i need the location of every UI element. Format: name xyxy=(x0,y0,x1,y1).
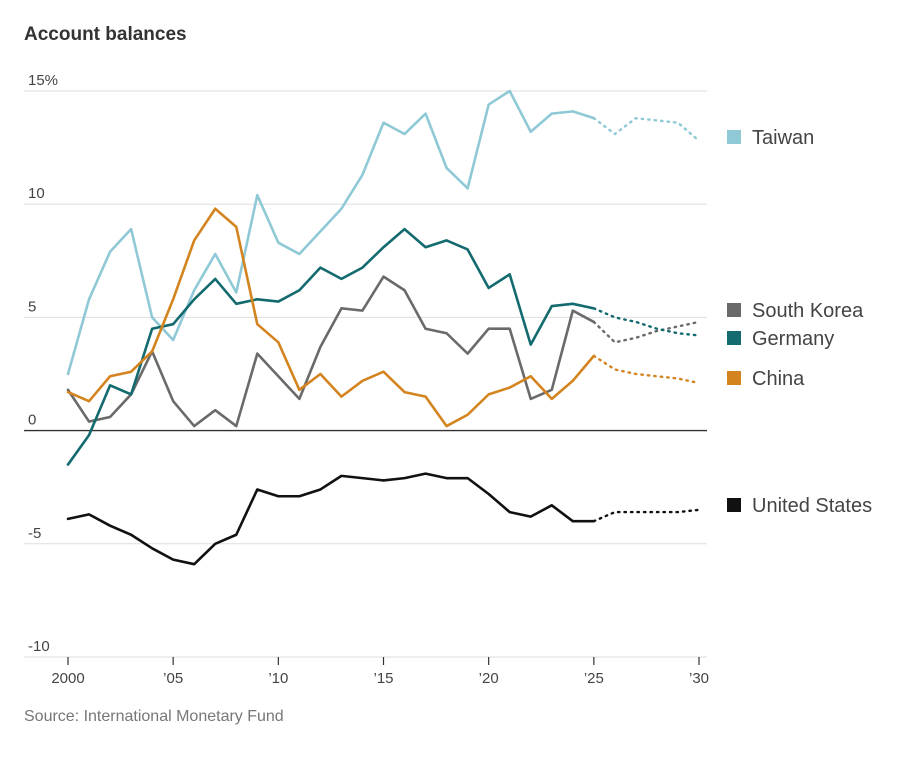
legend-item-taiwan: Taiwan xyxy=(727,127,814,149)
series-line-germany xyxy=(66,227,596,466)
series-south-korea xyxy=(66,275,701,428)
legend-swatch xyxy=(727,498,741,512)
legend-label: Taiwan xyxy=(752,127,814,149)
y-tick-label: 15% xyxy=(28,72,58,89)
series-lines xyxy=(66,89,701,566)
projection-line-taiwan xyxy=(592,116,701,143)
series-line-united-states xyxy=(66,472,596,566)
gridlines xyxy=(24,90,707,658)
legend-item-china: China xyxy=(727,368,805,390)
legend-label: South Korea xyxy=(752,300,864,322)
y-axis-tick-labels: 15% 10 5 0 -5 -10 xyxy=(28,72,58,655)
chart-title: Account balances xyxy=(24,24,187,45)
projection-line-south-korea xyxy=(592,320,701,344)
legend-swatch xyxy=(727,371,741,385)
chart-source: Source: International Monetary Fund xyxy=(24,708,284,725)
series-china xyxy=(66,207,701,428)
series-united-states xyxy=(66,472,701,566)
projection-line-united-states xyxy=(592,508,701,523)
x-tick-label: ’20 xyxy=(479,670,499,687)
x-tick-label: ’30 xyxy=(689,670,709,687)
y-tick-label: 0 xyxy=(28,412,36,429)
legend-swatch xyxy=(727,331,741,345)
legend-item-germany: Germany xyxy=(727,328,834,350)
y-tick-label: 10 xyxy=(28,185,45,202)
legend-label: Germany xyxy=(752,328,834,350)
legend-swatch xyxy=(727,130,741,144)
projection-line-china xyxy=(592,354,701,385)
series-line-south-korea xyxy=(66,275,596,428)
series-germany xyxy=(66,227,701,466)
projection-line-germany xyxy=(592,307,701,337)
x-tick-label: ’10 xyxy=(268,670,288,687)
x-axis-ticks: 2000 ’05 ’10 ’15 ’20 ’25 ’30 xyxy=(51,657,709,687)
x-tick-label: ’05 xyxy=(163,670,183,687)
series-line-taiwan xyxy=(66,89,596,376)
legend-label: China xyxy=(752,368,805,390)
legend-swatch xyxy=(727,303,741,317)
x-tick-label: ’15 xyxy=(373,670,393,687)
x-tick-label: 2000 xyxy=(51,670,84,687)
legend-item-united-states: United States xyxy=(727,495,872,517)
legend: Taiwan South Korea Germany China United Stat… xyxy=(727,127,872,517)
y-tick-label: -5 xyxy=(28,525,41,542)
y-tick-label: -10 xyxy=(28,638,50,655)
y-tick-label: 5 xyxy=(28,298,36,315)
x-tick-label: ’25 xyxy=(584,670,604,687)
legend-item-south-korea: South Korea xyxy=(727,300,864,322)
legend-label: United States xyxy=(752,495,872,517)
series-taiwan xyxy=(66,89,701,376)
series-line-china xyxy=(66,207,596,428)
